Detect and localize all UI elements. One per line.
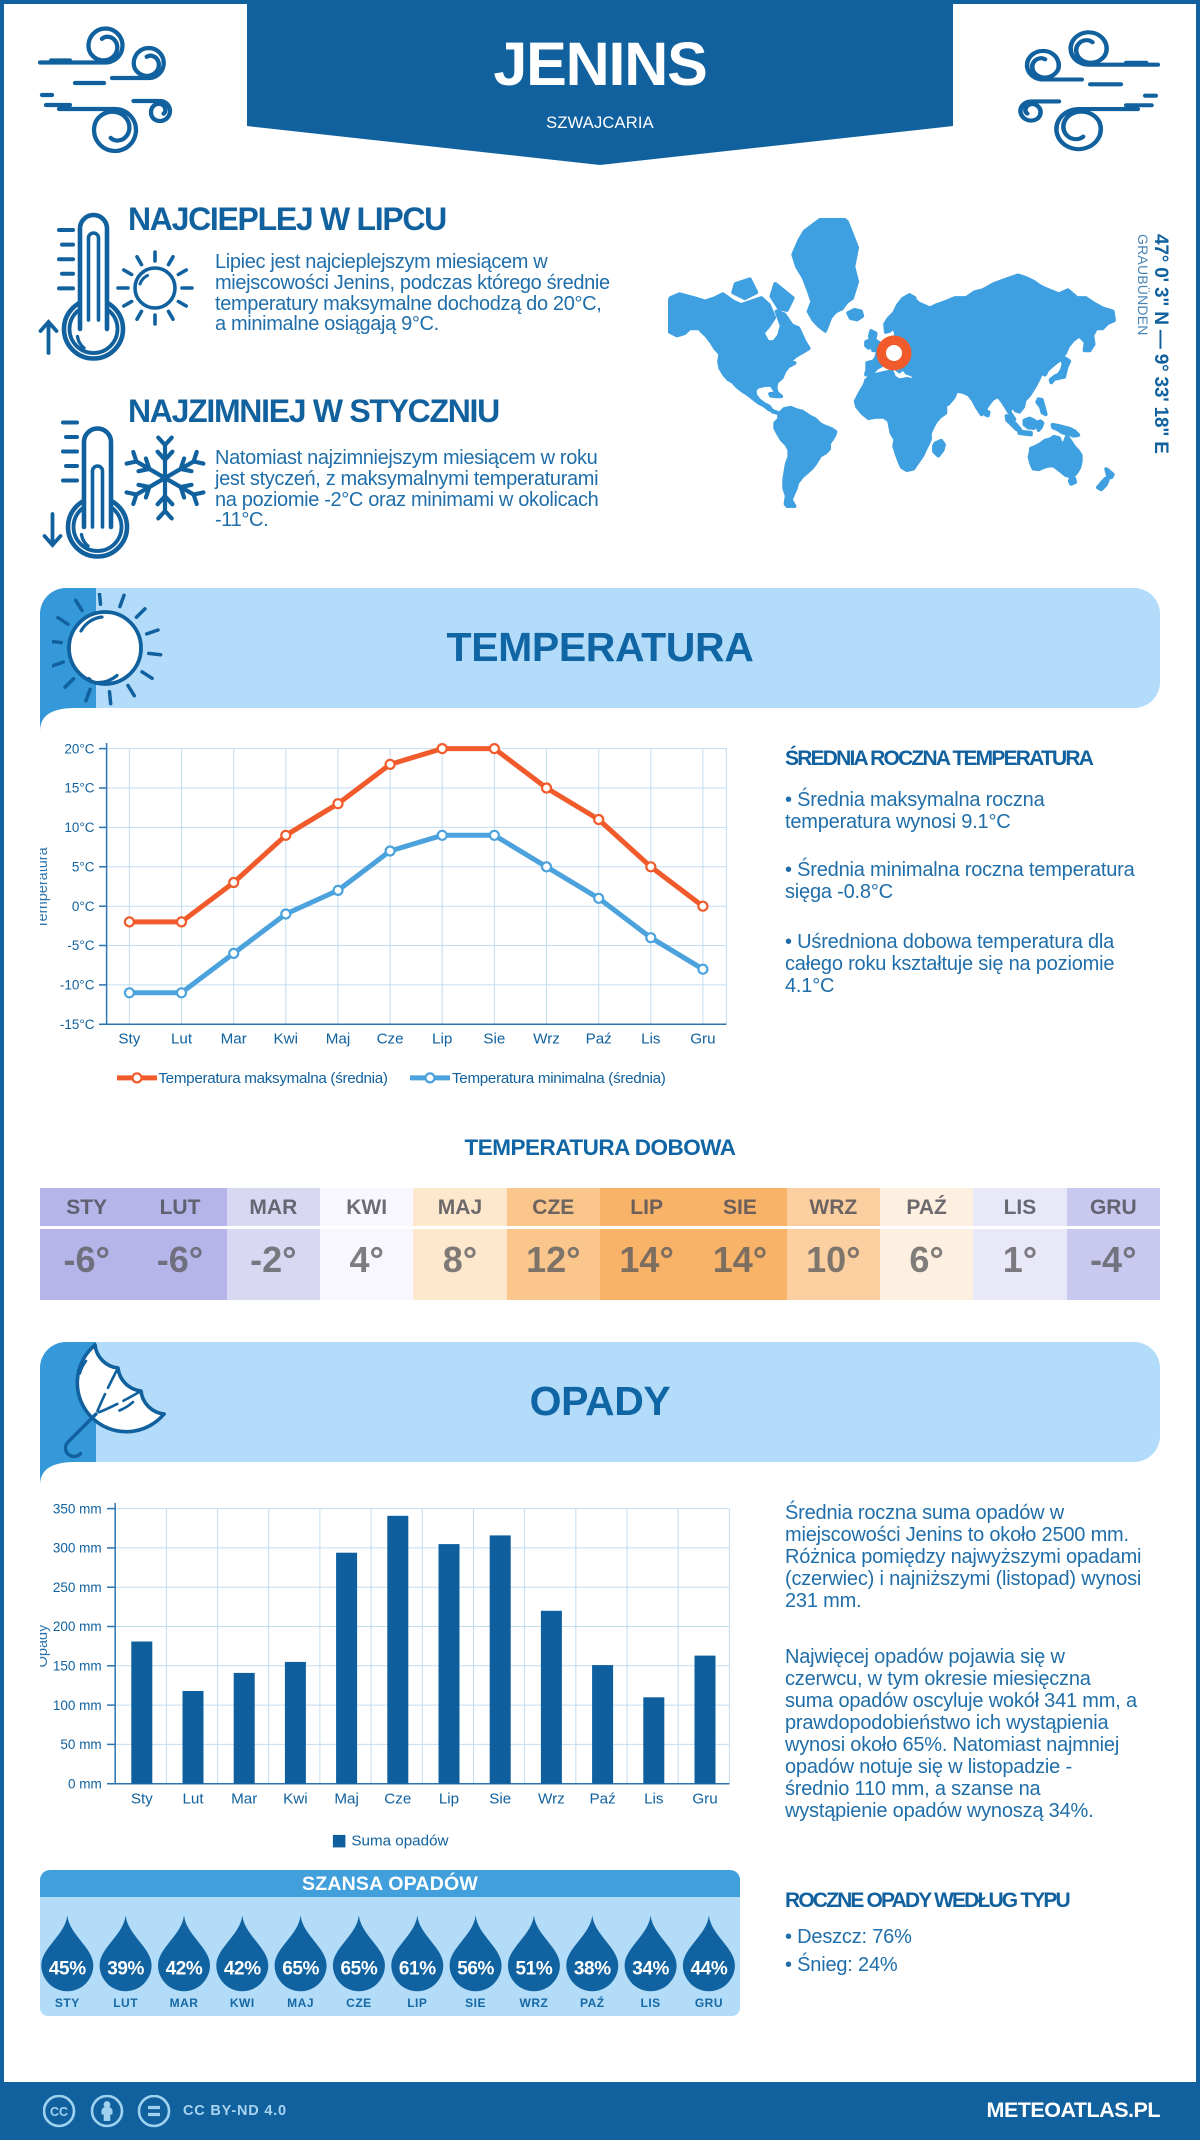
svg-text:Sty: Sty: [131, 1790, 153, 1807]
svg-text:Sie: Sie: [489, 1790, 511, 1807]
svg-text:51%: 51%: [515, 1959, 552, 1980]
svg-text:38%: 38%: [574, 1959, 611, 1980]
svg-text:Wrz: Wrz: [533, 1030, 560, 1047]
svg-text:Kwi: Kwi: [283, 1790, 307, 1807]
svg-text:Gru: Gru: [690, 1030, 715, 1047]
svg-text:CC: CC: [50, 2105, 68, 2119]
svg-text:Wrz: Wrz: [538, 1790, 565, 1807]
svg-text:Temperatura maksymalna (średni: Temperatura maksymalna (średnia): [158, 1070, 388, 1087]
svg-text:PAŹ: PAŹ: [580, 1995, 605, 2010]
svg-text:WRZ: WRZ: [519, 1996, 548, 2010]
svg-text:44%: 44%: [690, 1959, 727, 1980]
svg-text:200 mm: 200 mm: [53, 1619, 102, 1634]
svg-text:15°C: 15°C: [64, 781, 94, 796]
svg-text:42%: 42%: [166, 1959, 203, 1980]
svg-text:Cze: Cze: [377, 1030, 404, 1047]
svg-text:Lut: Lut: [171, 1030, 193, 1047]
svg-text:150 mm: 150 mm: [53, 1659, 102, 1674]
svg-text:56%: 56%: [457, 1959, 494, 1980]
svg-text:Mar: Mar: [231, 1790, 257, 1807]
svg-text:65%: 65%: [340, 1959, 377, 1980]
svg-text:KWI: KWI: [230, 1996, 255, 2010]
svg-text:STY: STY: [55, 1996, 80, 2010]
svg-text:10°C: 10°C: [64, 820, 94, 835]
svg-text:Lip: Lip: [439, 1790, 459, 1807]
svg-text:0°C: 0°C: [72, 899, 95, 914]
svg-text:LIP: LIP: [407, 1996, 427, 2010]
svg-text:100 mm: 100 mm: [53, 1698, 102, 1713]
svg-text:Kwi: Kwi: [274, 1030, 298, 1047]
svg-text:Lis: Lis: [641, 1030, 661, 1047]
svg-text:Gru: Gru: [692, 1790, 717, 1807]
svg-text:SIE: SIE: [465, 1996, 486, 2010]
svg-text:5°C: 5°C: [72, 860, 95, 875]
svg-text:Lis: Lis: [644, 1790, 664, 1807]
svg-text:50 mm: 50 mm: [60, 1737, 101, 1752]
svg-text:39%: 39%: [107, 1959, 144, 1980]
svg-text:20°C: 20°C: [64, 741, 94, 756]
svg-text:61%: 61%: [399, 1959, 436, 1980]
svg-text:Mar: Mar: [221, 1030, 247, 1047]
svg-text:Maj: Maj: [326, 1030, 350, 1047]
svg-text:LUT: LUT: [113, 1996, 138, 2010]
svg-text:45%: 45%: [49, 1959, 86, 1980]
svg-text:Temperatura: Temperatura: [40, 846, 51, 928]
svg-text:42%: 42%: [224, 1959, 261, 1980]
svg-text:Sie: Sie: [483, 1030, 505, 1047]
svg-text:34%: 34%: [632, 1959, 669, 1980]
svg-text:Sty: Sty: [118, 1030, 140, 1047]
svg-text:350 mm: 350 mm: [53, 1501, 102, 1516]
svg-text:Lut: Lut: [182, 1790, 204, 1807]
svg-text:65%: 65%: [282, 1959, 319, 1980]
svg-text:Opady: Opady: [40, 1624, 51, 1667]
svg-text:-5°C: -5°C: [67, 938, 94, 953]
svg-text:Lip: Lip: [432, 1030, 452, 1047]
svg-text:Suma opadów: Suma opadów: [351, 1832, 448, 1849]
svg-text:LIS: LIS: [641, 1996, 661, 2010]
svg-text:Cze: Cze: [384, 1790, 411, 1807]
svg-text:CZE: CZE: [346, 1996, 372, 2010]
svg-text:250 mm: 250 mm: [53, 1580, 102, 1595]
svg-text:GRU: GRU: [695, 1996, 723, 2010]
svg-text:-15°C: -15°C: [60, 1017, 95, 1032]
svg-text:MAR: MAR: [170, 1996, 199, 2010]
svg-text:300 mm: 300 mm: [53, 1541, 102, 1556]
svg-text:-10°C: -10°C: [60, 978, 95, 993]
svg-text:Maj: Maj: [334, 1790, 358, 1807]
svg-text:Paź: Paź: [586, 1030, 612, 1047]
svg-text:0 mm: 0 mm: [68, 1776, 102, 1791]
svg-text:Paź: Paź: [590, 1790, 616, 1807]
svg-text:Temperatura minimalna (średnia: Temperatura minimalna (średnia): [452, 1070, 666, 1087]
svg-text:MAJ: MAJ: [287, 1996, 314, 2010]
